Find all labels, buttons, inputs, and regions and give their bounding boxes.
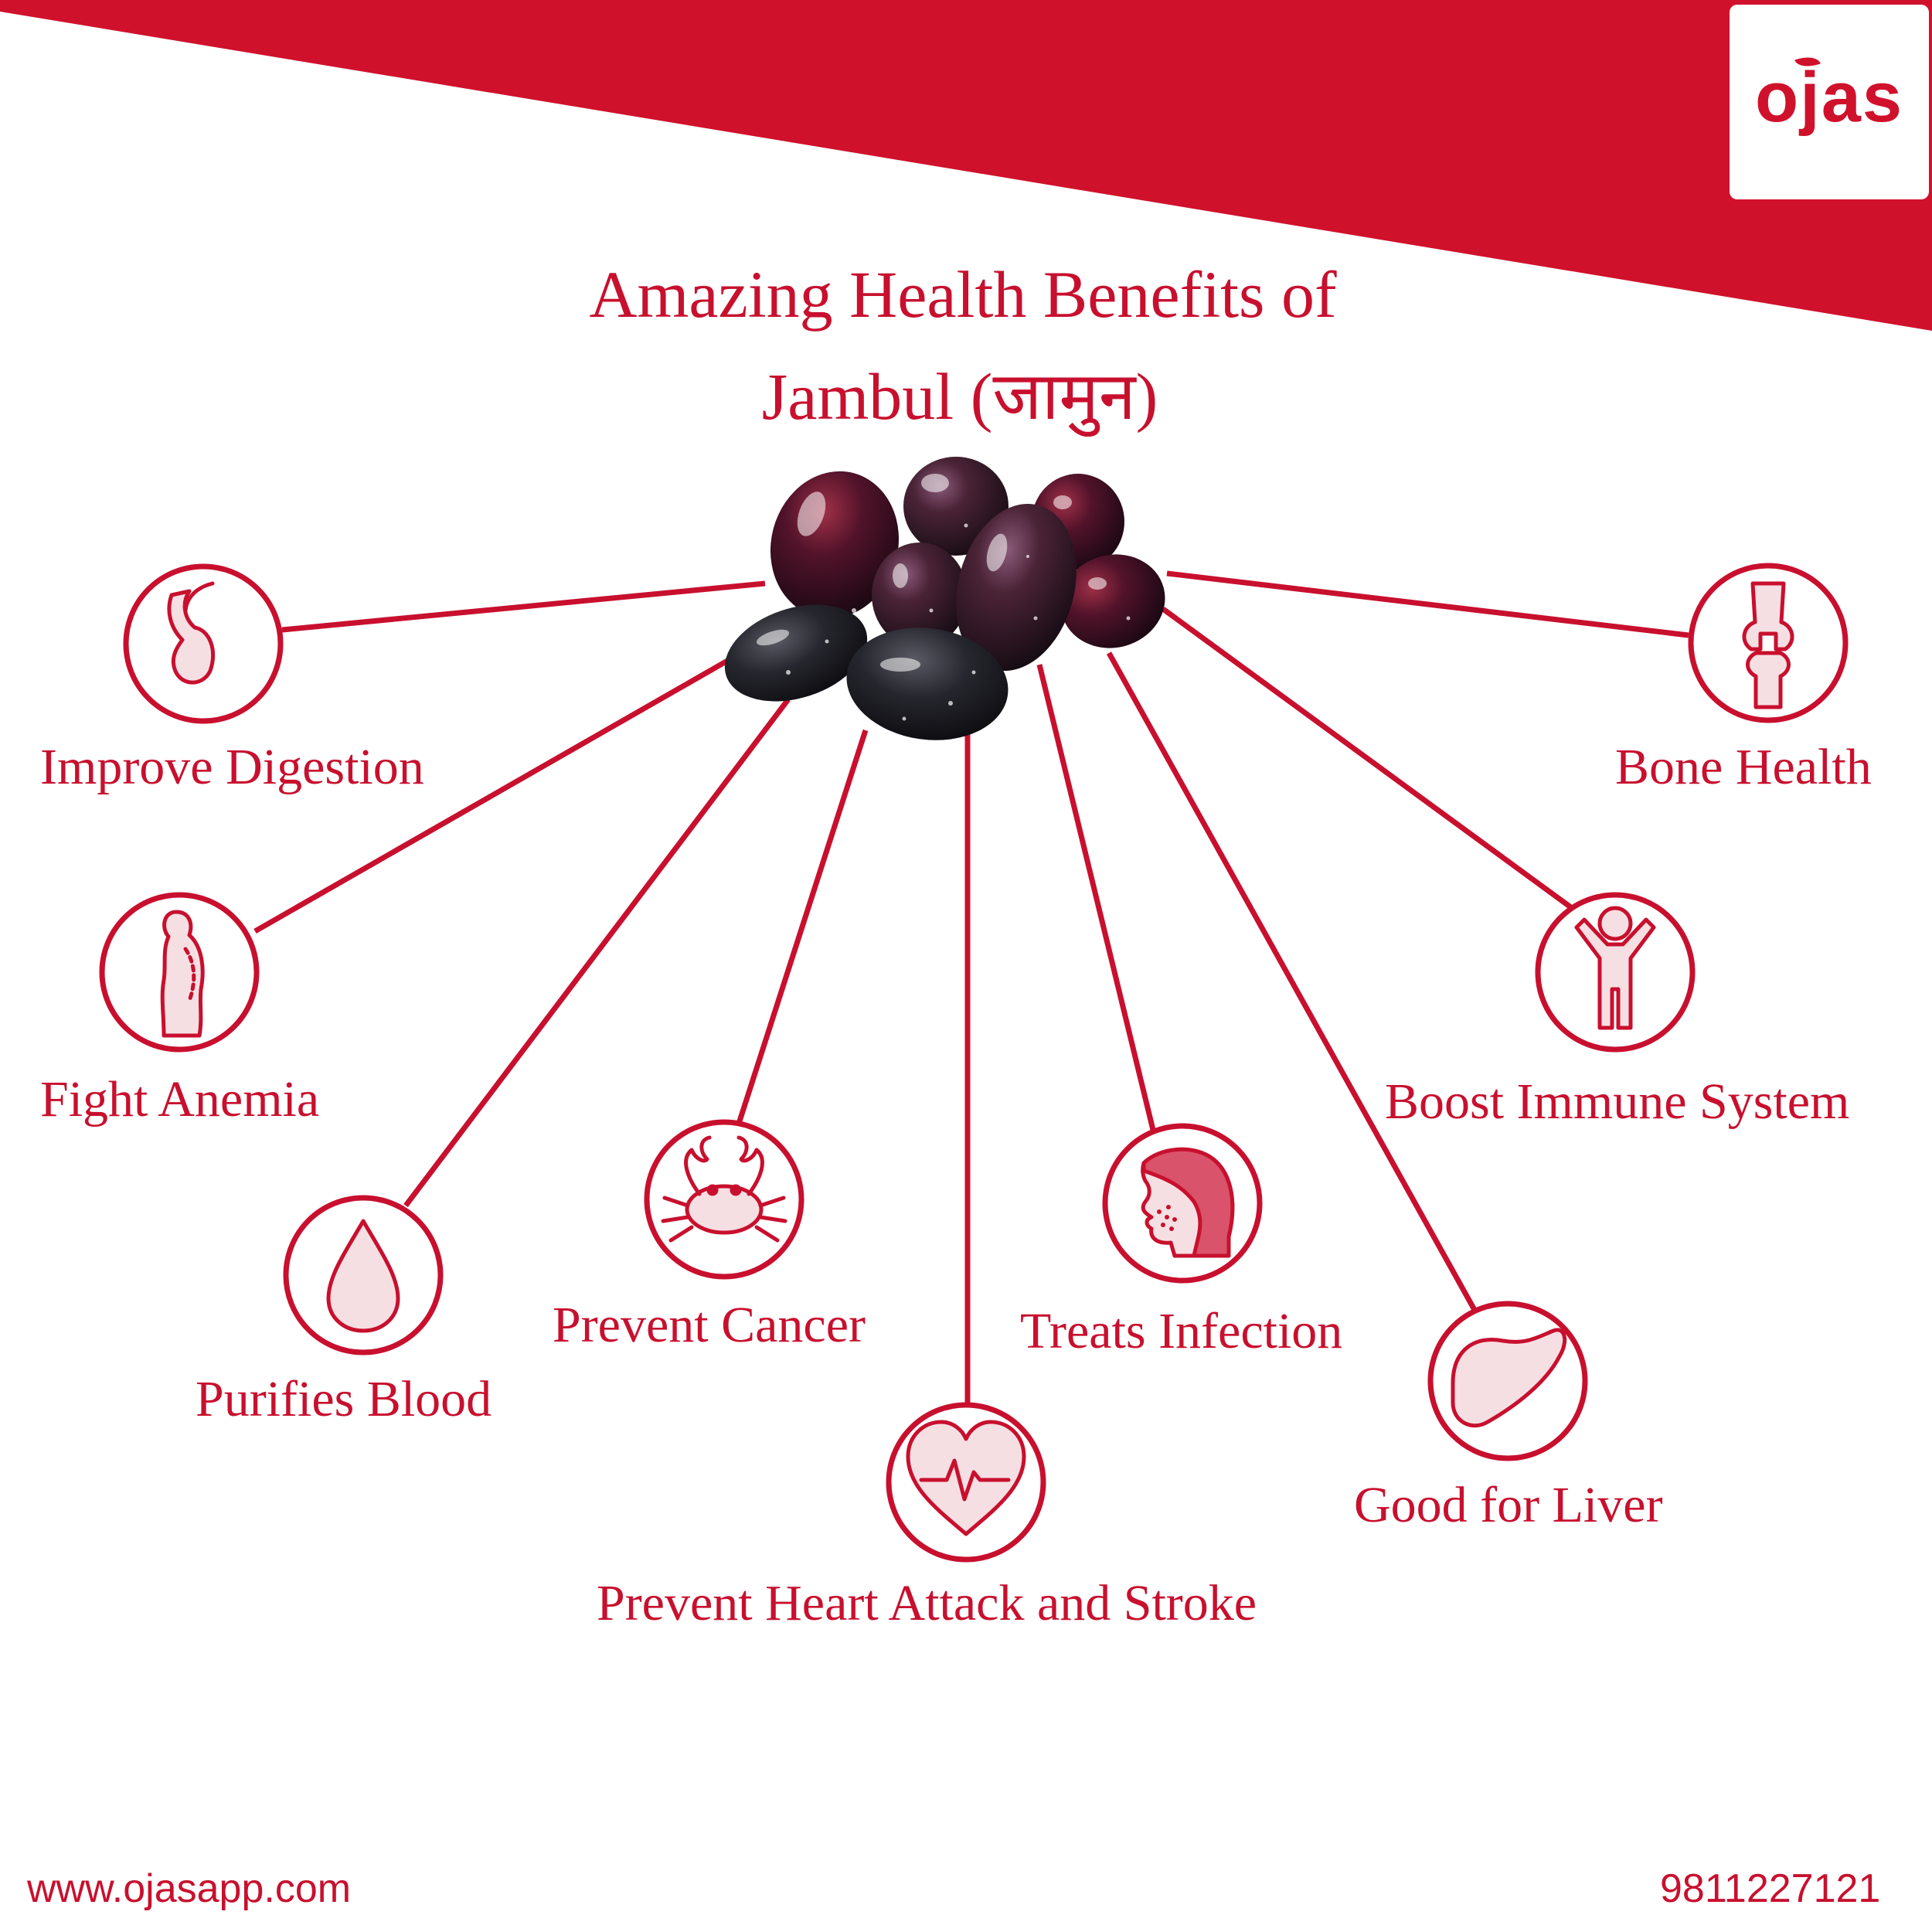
benefit-label-heart: Prevent Heart Attack and Stroke (597, 1575, 1257, 1631)
liver-icon (1451, 1328, 1567, 1428)
knee-joint-icon (1742, 581, 1794, 709)
page-title-line1: Amazing Health Benefits of (589, 257, 1337, 332)
benefit-label-immune: Boost Immune System (1385, 1073, 1850, 1130)
benefit-label-blood: Purifies Blood (196, 1371, 492, 1427)
bone-circle (1688, 563, 1849, 723)
benefit-label-bone: Bone Health (1615, 739, 1872, 795)
benefit-label-infection: Treats Infection (1020, 1303, 1343, 1359)
face-acne-icon (1141, 1147, 1235, 1258)
person-arms-up-icon (1574, 906, 1656, 1030)
benefit-label-liver: Good for Liver (1354, 1477, 1663, 1533)
stomach-icon (167, 589, 216, 685)
jambul-fruit-image (724, 457, 1165, 740)
ojas-logo[interactable]: ojas (1730, 5, 1929, 199)
page-title-line2: Jambul (जामुन) (761, 359, 1158, 434)
line-blood (403, 697, 791, 1208)
heart-pulse-icon (906, 1420, 1026, 1536)
line-immune (1161, 607, 1574, 910)
line-liver (1106, 651, 1478, 1311)
crab-icon (661, 1135, 787, 1243)
line-digestion (281, 580, 766, 633)
esophagus-icon (183, 581, 215, 613)
blood-drop-icon (326, 1219, 400, 1333)
line-anemia (253, 654, 736, 934)
connector-lines (253, 570, 1689, 1406)
benefit-label-anemia: Fight Anemia (40, 1071, 320, 1128)
line-cancer (735, 729, 869, 1128)
footer-phone[interactable]: 9811227121 (1660, 1866, 1881, 1911)
logo-text: ojas (1754, 57, 1904, 137)
benefit-label-cancer: Prevent Cancer (553, 1297, 866, 1353)
line-infection (1036, 664, 1156, 1131)
line-bone (1166, 570, 1689, 638)
benefit-label-digestion: Improve Digestion (40, 739, 424, 795)
footer-website[interactable]: www.ojasapp.com (27, 1866, 352, 1911)
body-profile-icon (160, 910, 205, 1038)
